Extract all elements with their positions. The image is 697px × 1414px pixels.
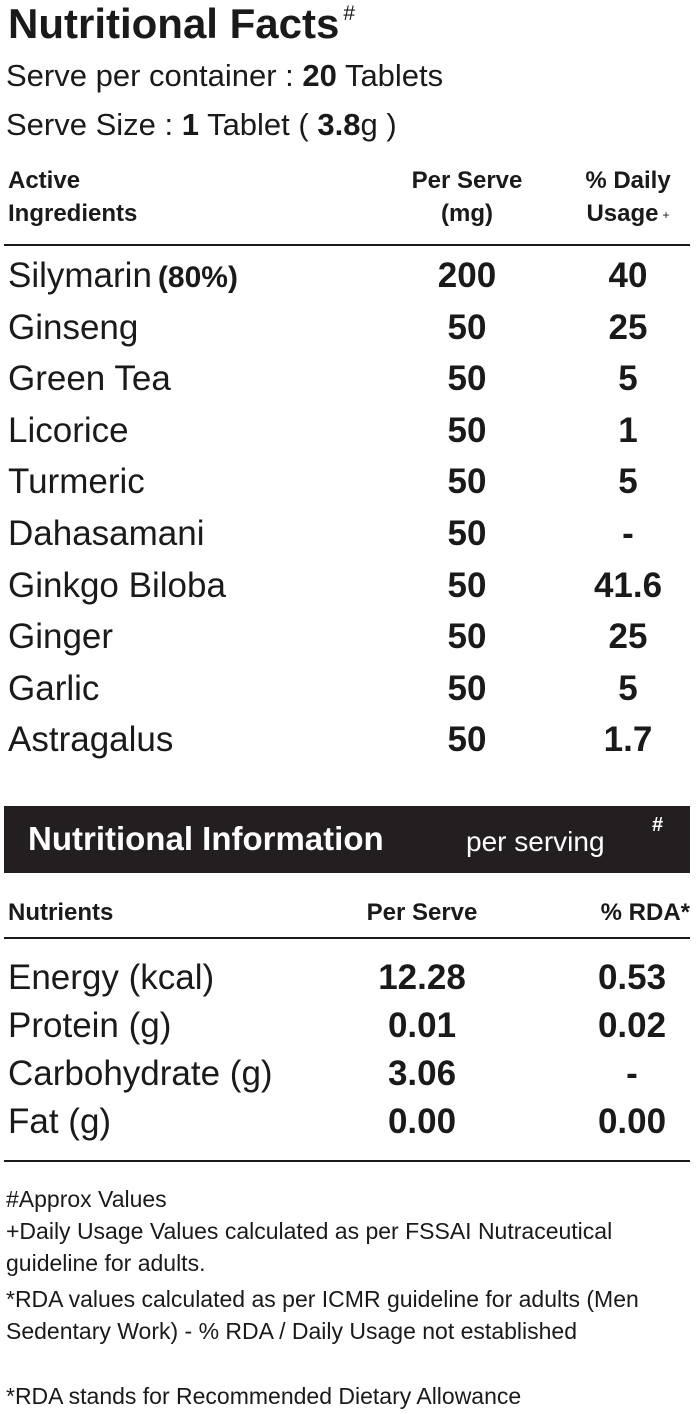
ingredient-name: Dahasamani bbox=[8, 514, 205, 554]
nutrient-name: Carbohydrate (g) bbox=[8, 1054, 273, 1093]
title: Nutritional Facts # bbox=[8, 0, 355, 48]
per-serve: 50 bbox=[447, 720, 487, 760]
per-serve: 0.01 bbox=[387, 1006, 457, 1045]
header: % RDA* bbox=[600, 899, 690, 926]
weight-unit: g ) bbox=[360, 107, 397, 142]
per-serve: 50 bbox=[447, 359, 487, 399]
label: Serve Size : bbox=[6, 107, 174, 142]
header: Active Ingredients bbox=[8, 167, 138, 227]
rda: 0.00 bbox=[597, 1102, 667, 1141]
nutrient-name: Fat (g) bbox=[8, 1102, 112, 1141]
per-serve: 50 bbox=[447, 565, 487, 605]
value: 20 bbox=[302, 58, 337, 93]
name: Turmeric bbox=[8, 462, 145, 502]
banner-title: Nutritional Information bbox=[28, 820, 384, 857]
header: Per Serve (mg) bbox=[411, 167, 523, 227]
weight: 3.8 bbox=[317, 107, 361, 142]
daily-usage: 5 bbox=[618, 668, 638, 708]
footnote: *RDA values calculated as per ICMR guide… bbox=[6, 1286, 639, 1344]
footnote: +Daily Usage Values calculated as per FS… bbox=[6, 1218, 613, 1276]
header: Per Serve bbox=[366, 899, 478, 926]
header-text: % Daily Usage bbox=[585, 167, 671, 227]
name: Dahasamani bbox=[8, 514, 205, 553]
ingredient-name: Garlic bbox=[8, 669, 99, 709]
header-mark: + bbox=[662, 208, 670, 222]
per-serve: 200 bbox=[437, 256, 497, 295]
per-serve: 3.06 bbox=[387, 1054, 457, 1093]
rule bbox=[4, 244, 690, 246]
daily-usage: 41.6 bbox=[593, 565, 663, 605]
unit: Tablet ( bbox=[207, 107, 309, 142]
ingredient-name: Astragalus bbox=[8, 720, 173, 760]
ingredient-name: Silymarin (80%) bbox=[8, 256, 238, 296]
per-serve: 50 bbox=[447, 668, 487, 708]
per-serve: 50 bbox=[447, 462, 487, 502]
banner-subtitle: per serving bbox=[466, 826, 605, 857]
name: Licorice bbox=[8, 410, 129, 450]
per-serve: 50 bbox=[447, 307, 487, 347]
value: 1 bbox=[181, 107, 199, 142]
per-serve: 0.00 bbox=[387, 1102, 457, 1141]
rule bbox=[4, 1160, 690, 1162]
daily-usage: 5 bbox=[618, 359, 638, 399]
ingredient-name: Ginkgo Biloba bbox=[8, 566, 226, 606]
daily-usage: 5 bbox=[618, 462, 638, 502]
note: (80%) bbox=[157, 261, 238, 294]
rda: 0.02 bbox=[597, 1006, 667, 1045]
name: Ginger bbox=[8, 617, 114, 657]
daily-usage: 1.7 bbox=[603, 720, 653, 760]
daily-usage: 40 bbox=[608, 256, 648, 295]
unit: Tablets bbox=[344, 58, 444, 93]
ingredient-name: Ginseng bbox=[8, 308, 138, 348]
daily-usage: - bbox=[622, 514, 634, 553]
name: Astragalus bbox=[8, 720, 174, 760]
name: Garlic bbox=[8, 668, 100, 708]
label: Serve per container : bbox=[6, 58, 294, 93]
serve-size: Serve Size : 1 Tablet ( 3.8g ) bbox=[6, 107, 397, 143]
title-text: Nutritional Facts bbox=[8, 0, 340, 47]
name: Green Tea bbox=[8, 359, 171, 399]
ingredient-name: Turmeric bbox=[8, 462, 145, 502]
rda: - bbox=[626, 1054, 638, 1093]
header: % Daily Usage + bbox=[566, 164, 690, 230]
nutrient-name: Energy (kcal) bbox=[8, 958, 215, 997]
nutrient-name: Protein (g) bbox=[8, 1006, 172, 1045]
name: Silymarin bbox=[8, 256, 152, 295]
ingredient-name: Licorice bbox=[8, 411, 129, 451]
name: Ginkgo Biloba bbox=[8, 565, 226, 605]
header: Nutrients bbox=[8, 899, 114, 926]
ingredient-name: Green Tea bbox=[8, 359, 171, 399]
daily-usage: 1 bbox=[618, 410, 638, 450]
banner-mark: # bbox=[652, 814, 664, 836]
name: Ginseng bbox=[8, 307, 139, 347]
rule bbox=[4, 937, 690, 939]
banner: Nutritional Information per serving # bbox=[4, 806, 690, 873]
serve-per-container: Serve per container : 20 Tablets bbox=[6, 58, 443, 94]
per-serve: 50 bbox=[447, 410, 487, 450]
per-serve: 12.28 bbox=[378, 958, 466, 997]
daily-usage: 25 bbox=[608, 307, 648, 347]
footnote: #Approx Values bbox=[6, 1186, 167, 1212]
rda: 0.53 bbox=[597, 958, 667, 997]
ingredient-name: Ginger bbox=[8, 617, 113, 657]
per-serve: 50 bbox=[447, 617, 487, 657]
title-mark: # bbox=[343, 2, 356, 25]
per-serve: 50 bbox=[447, 514, 487, 553]
daily-usage: 25 bbox=[608, 617, 648, 657]
footnote: *RDA stands for Recommended Dietary Allo… bbox=[6, 1383, 522, 1409]
